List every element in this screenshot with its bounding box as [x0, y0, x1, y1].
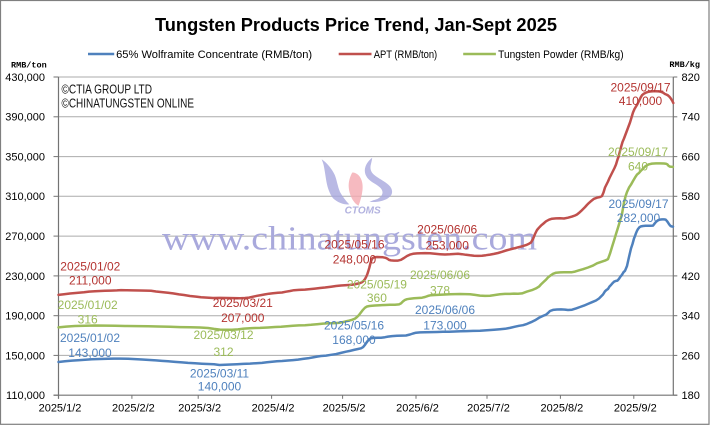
svg-text:310,000: 310,000 [5, 191, 45, 203]
svg-text:©CHINATUNGSTEN ONLINE: ©CHINATUNGSTEN ONLINE [62, 97, 195, 111]
svg-text:2025/03/11: 2025/03/11 [190, 366, 249, 380]
svg-text:RMB/ton: RMB/ton [11, 61, 47, 71]
svg-text:390,000: 390,000 [5, 112, 45, 124]
svg-text:340: 340 [682, 311, 700, 323]
svg-text:253,000: 253,000 [426, 238, 470, 252]
svg-text:2025/05/19: 2025/05/19 [347, 278, 407, 292]
svg-text:2025/05/16: 2025/05/16 [324, 238, 384, 252]
svg-text:360: 360 [367, 291, 387, 305]
svg-text:420: 420 [682, 271, 700, 283]
svg-text:150,000: 150,000 [5, 350, 45, 362]
svg-text:2025/5/2: 2025/5/2 [323, 403, 366, 415]
svg-text:2025/01/02: 2025/01/02 [60, 331, 120, 345]
svg-text:2025/01/02: 2025/01/02 [60, 260, 120, 274]
svg-text:173,000: 173,000 [423, 318, 467, 332]
svg-text:580: 580 [682, 191, 700, 203]
svg-text:2025/6/2: 2025/6/2 [396, 403, 439, 415]
svg-text:143,000: 143,000 [68, 346, 112, 360]
svg-text:Tungsten Products Price Trend,: Tungsten Products Price Trend, Jan-Sept … [155, 15, 557, 35]
svg-text:2025/7/2: 2025/7/2 [467, 403, 510, 415]
svg-text:2025/09/17: 2025/09/17 [610, 81, 670, 95]
svg-text:2025/01/02: 2025/01/02 [58, 298, 118, 312]
svg-text:www.chinatungsten.com: www.chinatungsten.com [162, 221, 537, 258]
svg-text:430,000: 430,000 [5, 72, 45, 84]
svg-text:Tungsten Powder (RMB/kg): Tungsten Powder (RMB/kg) [498, 49, 623, 61]
svg-text:2025/1/2: 2025/1/2 [39, 403, 82, 415]
svg-text:RMB/kg: RMB/kg [669, 60, 700, 70]
svg-text:2025/8/2: 2025/8/2 [540, 403, 583, 415]
svg-text:500: 500 [682, 231, 700, 243]
svg-text:660: 660 [682, 152, 700, 164]
svg-text:2025/3/2: 2025/3/2 [178, 403, 221, 415]
svg-text:2025/03/12: 2025/03/12 [193, 328, 253, 342]
svg-text:410,000: 410,000 [619, 94, 663, 108]
svg-text:2025/06/06: 2025/06/06 [415, 303, 475, 317]
svg-text:168,000: 168,000 [332, 333, 376, 347]
svg-text:2025/03/21: 2025/03/21 [213, 296, 273, 310]
svg-text:316: 316 [78, 313, 98, 327]
svg-text:207,000: 207,000 [221, 311, 265, 325]
svg-text:140,000: 140,000 [198, 380, 242, 394]
svg-text:260: 260 [682, 350, 700, 362]
svg-text:740: 740 [682, 112, 700, 124]
svg-text:©CTIA GROUP LTD: ©CTIA GROUP LTD [62, 83, 153, 97]
svg-text:APT (RMB/ton): APT (RMB/ton) [374, 49, 438, 61]
svg-text:350,000: 350,000 [5, 152, 45, 164]
svg-text:CTOMS: CTOMS [345, 205, 381, 216]
svg-text:2025/4/2: 2025/4/2 [252, 403, 295, 415]
svg-text:640: 640 [628, 160, 648, 174]
svg-text:211,000: 211,000 [69, 274, 112, 288]
svg-text:820: 820 [682, 72, 700, 84]
svg-text:65% Wolframite Concentrate (RM: 65% Wolframite Concentrate (RMB/ton) [116, 49, 312, 61]
svg-text:2025/9/2: 2025/9/2 [614, 403, 657, 415]
svg-text:2025/06/06: 2025/06/06 [417, 223, 477, 237]
svg-text:2025/2/2: 2025/2/2 [112, 403, 155, 415]
svg-text:190,000: 190,000 [5, 311, 45, 323]
svg-text:2025/09/17: 2025/09/17 [608, 145, 668, 159]
svg-text:248,000: 248,000 [333, 253, 377, 267]
svg-text:270,000: 270,000 [5, 231, 45, 243]
svg-text:282,000: 282,000 [617, 211, 661, 225]
svg-text:2025/09/17: 2025/09/17 [608, 197, 668, 211]
svg-text:230,000: 230,000 [5, 271, 45, 283]
svg-text:378: 378 [430, 283, 450, 297]
svg-text:2025/05/16: 2025/05/16 [324, 319, 384, 333]
svg-text:312: 312 [213, 345, 233, 359]
svg-text:110,000: 110,000 [6, 390, 45, 402]
svg-text:2025/06/06: 2025/06/06 [410, 268, 470, 282]
svg-text:180: 180 [682, 390, 700, 402]
